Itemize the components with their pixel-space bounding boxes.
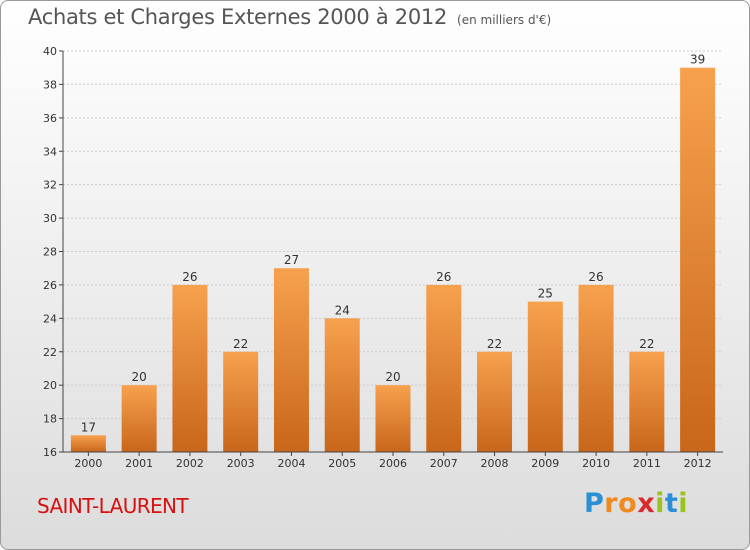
data-label: 22 <box>639 337 654 351</box>
data-label: 27 <box>284 253 299 267</box>
logo-letter: r <box>604 488 619 519</box>
y-tick-label: 28 <box>43 246 57 259</box>
data-label: 20 <box>385 370 400 384</box>
x-tick-label: 2008 <box>481 457 509 470</box>
bar-2004 <box>273 268 309 452</box>
data-label: 22 <box>487 337 502 351</box>
proxiti-logo: Proxiti <box>584 488 688 519</box>
x-tick-label: 2009 <box>531 457 559 470</box>
bar-2011 <box>629 351 665 452</box>
logo-letter: i <box>655 488 665 519</box>
y-tick-label: 40 <box>43 45 57 58</box>
data-label: 26 <box>436 270 451 284</box>
y-tick-label: 16 <box>43 446 57 459</box>
axes: 16 18 20 22 24 26 28 30 32 34 36 38 40 2000 2001 2002 20… <box>43 45 723 470</box>
chart-title: Achats et Charges Externes 2000 à 2012 (e… <box>28 5 551 29</box>
x-tick-label: 2011 <box>633 457 661 470</box>
data-label: 24 <box>335 303 350 317</box>
logo-letter: t <box>664 488 679 519</box>
y-tick-label: 18 <box>43 413 57 426</box>
bar-2009 <box>527 301 563 452</box>
y-tick-label: 36 <box>43 112 57 125</box>
x-tick-label: 2003 <box>227 457 255 470</box>
y-tick-label: 30 <box>43 212 57 225</box>
y-tick-label: 32 <box>43 179 57 192</box>
data-label: 17 <box>81 420 96 434</box>
bar-2006 <box>375 385 411 452</box>
bar-2008 <box>477 351 513 452</box>
logo-letter: P <box>584 488 605 519</box>
bar-2005 <box>324 318 360 452</box>
y-tick-label: 38 <box>43 78 57 91</box>
data-label: 26 <box>588 270 603 284</box>
x-tick-label: 2002 <box>176 457 204 470</box>
y-tick-label: 20 <box>43 379 57 392</box>
bars: 17 20 26 22 27 24 20 26 22 25 26 22 39 <box>70 53 716 452</box>
logo-letter: o <box>618 488 638 519</box>
x-tick-label: 2005 <box>328 457 356 470</box>
data-label: 26 <box>182 270 197 284</box>
data-label: 39 <box>690 53 705 67</box>
bar-2012 <box>680 67 716 452</box>
bar-2000 <box>70 435 106 452</box>
bar-2001 <box>121 385 157 452</box>
logo-letter: x <box>637 488 656 519</box>
bar-2007 <box>426 284 462 452</box>
bar-2003 <box>223 351 259 452</box>
logo-letter: i <box>678 488 689 519</box>
x-tick-label: 2007 <box>430 457 458 470</box>
data-label: 22 <box>233 337 248 351</box>
x-tick-label: 2006 <box>379 457 407 470</box>
x-tick-label: 2001 <box>125 457 153 470</box>
chart-subtitle: (en milliers d'€) <box>457 13 552 27</box>
x-tick-label: 2004 <box>277 457 305 470</box>
x-tick-label: 2012 <box>684 457 712 470</box>
grid-lines <box>63 50 723 420</box>
commune-name: SAINT-LAURENT <box>37 494 189 518</box>
data-label: 20 <box>132 370 147 384</box>
bar-2002 <box>172 284 208 452</box>
y-tick-label: 26 <box>43 279 57 292</box>
data-label: 25 <box>538 287 553 301</box>
y-tick-label: 34 <box>43 145 57 158</box>
x-tick-label: 2000 <box>74 457 102 470</box>
x-tick-label: 2010 <box>582 457 610 470</box>
bar-2010 <box>578 284 614 452</box>
chart-title-text: Achats et Charges Externes 2000 à 2012 <box>28 5 448 29</box>
y-tick-label: 24 <box>43 312 57 325</box>
y-tick-label: 22 <box>43 346 57 359</box>
